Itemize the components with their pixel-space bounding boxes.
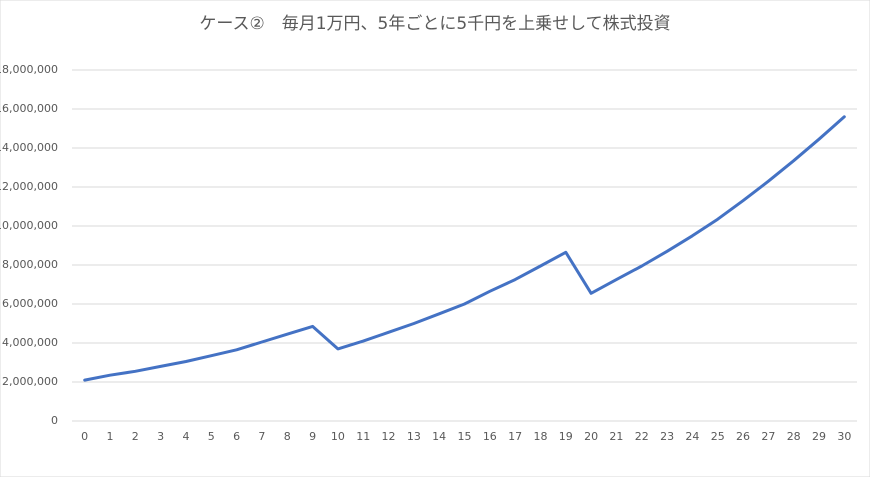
x-tick-label: 10 [331, 430, 345, 443]
x-tick-label: 19 [559, 430, 573, 443]
x-tick-label: 28 [787, 430, 801, 443]
x-tick-label: 3 [157, 430, 164, 443]
x-tick-label: 18 [533, 430, 547, 443]
x-tick-label: 7 [258, 430, 265, 443]
x-tick-label: 17 [508, 430, 522, 443]
x-tick-label: 21 [609, 430, 623, 443]
y-tick-label: 16,000,000 [0, 102, 58, 115]
x-tick-label: 22 [635, 430, 649, 443]
x-tick-label: 14 [432, 430, 446, 443]
x-tick-label: 4 [182, 430, 189, 443]
x-tick-label: 13 [407, 430, 421, 443]
y-tick-label: 12,000,000 [0, 180, 58, 193]
x-tick-label: 2 [132, 430, 139, 443]
x-tick-label: 9 [309, 430, 316, 443]
y-tick-label: 14,000,000 [0, 141, 58, 154]
y-tick-label: 8,000,000 [2, 258, 58, 271]
y-tick-label: 4,000,000 [2, 336, 58, 349]
x-tick-label: 15 [458, 430, 472, 443]
y-tick-label: 0 [51, 414, 58, 427]
x-tick-label: 6 [233, 430, 240, 443]
y-tick-label: 18,000,000 [0, 63, 58, 76]
y-tick-label: 10,000,000 [0, 219, 58, 232]
x-tick-label: 8 [284, 430, 291, 443]
x-tick-label: 27 [761, 430, 775, 443]
x-tick-label: 24 [685, 430, 699, 443]
y-tick-label: 2,000,000 [2, 375, 58, 388]
x-tick-label: 26 [736, 430, 750, 443]
x-tick-label: 29 [812, 430, 826, 443]
x-tick-label: 0 [81, 430, 88, 443]
data-line [83, 115, 846, 382]
x-tick-label: 1 [106, 430, 113, 443]
x-tick-label: 25 [711, 430, 725, 443]
x-tick-label: 16 [483, 430, 497, 443]
x-tick-label: 12 [382, 430, 396, 443]
y-tick-label: 6,000,000 [2, 297, 58, 310]
x-tick-label: 11 [356, 430, 370, 443]
x-tick-label: 5 [208, 430, 215, 443]
chart-title: ケース② 毎月1万円、5年ごとに5千円を上乗せして株式投資 [199, 14, 670, 34]
x-tick-label: 20 [584, 430, 598, 443]
x-tick-label: 23 [660, 430, 674, 443]
x-tick-label: 30 [837, 430, 851, 443]
